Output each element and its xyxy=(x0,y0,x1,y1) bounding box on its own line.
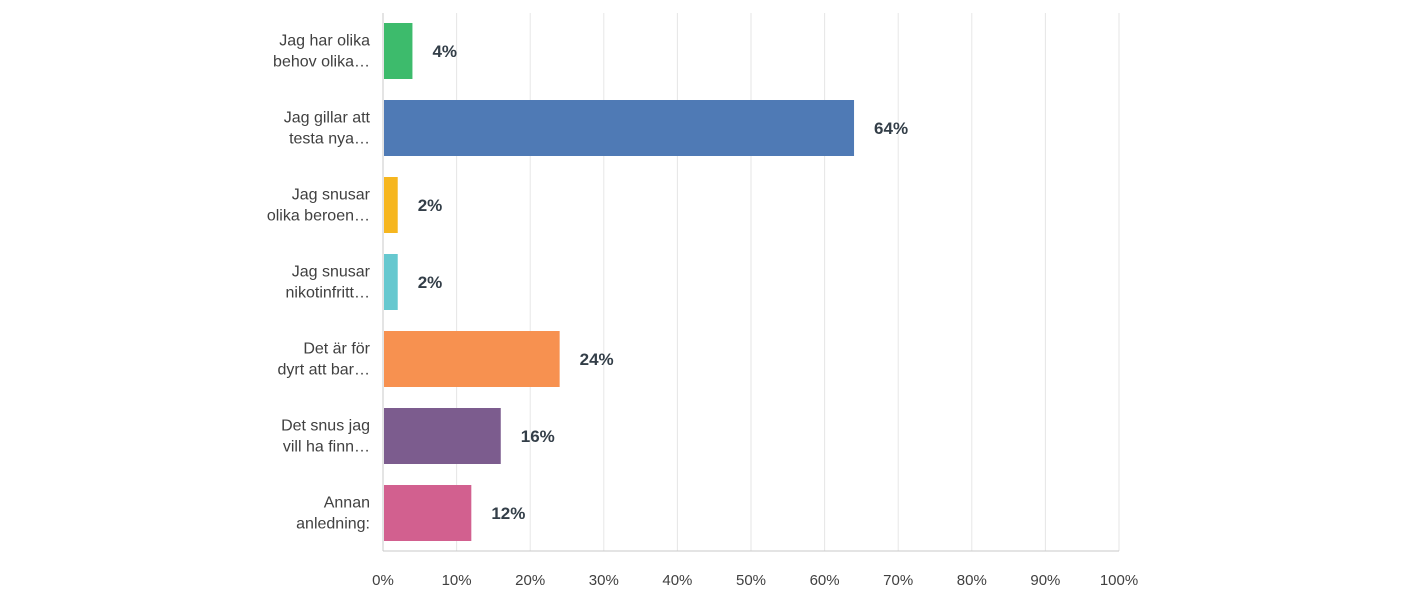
category-label: Det är för xyxy=(303,341,370,358)
category-label: dyrt att bar… xyxy=(278,362,370,379)
x-tick-label: 0% xyxy=(372,572,394,589)
category-label: vill ha finn… xyxy=(283,439,370,456)
bar xyxy=(384,331,560,387)
data-label: 4% xyxy=(432,42,457,61)
category-label: Jag snusar xyxy=(292,264,371,281)
x-tick-label: 70% xyxy=(883,572,913,589)
bar xyxy=(384,100,855,156)
x-tick-label: 60% xyxy=(810,572,840,589)
data-label: 24% xyxy=(580,350,614,369)
x-tick-label: 80% xyxy=(957,572,987,589)
category-label: olika beroen… xyxy=(267,208,370,225)
category-label: Jag har olika xyxy=(279,33,370,50)
data-label: 2% xyxy=(418,273,443,292)
bar xyxy=(384,408,501,464)
bar xyxy=(384,177,398,233)
data-label: 64% xyxy=(874,119,908,138)
data-label: 16% xyxy=(521,427,555,446)
category-label: Det snus jag xyxy=(281,418,370,435)
x-tick-label: 100% xyxy=(1100,572,1138,589)
category-label: nikotinfritt… xyxy=(286,285,370,302)
category-label: Annan xyxy=(324,495,370,512)
category-label: anledning: xyxy=(296,516,370,533)
data-label: 2% xyxy=(418,196,443,215)
x-tick-label: 10% xyxy=(442,572,472,589)
data-label: 12% xyxy=(491,504,525,523)
bar xyxy=(384,23,413,79)
category-label: Jag gillar att xyxy=(284,110,371,127)
category-label: Jag snusar xyxy=(292,187,371,204)
bar xyxy=(384,254,398,310)
x-tick-label: 30% xyxy=(589,572,619,589)
category-label: testa nya… xyxy=(289,131,370,148)
x-tick-label: 40% xyxy=(662,572,692,589)
category-label: behov olika… xyxy=(273,54,370,71)
bar xyxy=(384,485,472,541)
x-tick-label: 20% xyxy=(515,572,545,589)
x-tick-label: 90% xyxy=(1030,572,1060,589)
x-tick-label: 50% xyxy=(736,572,766,589)
